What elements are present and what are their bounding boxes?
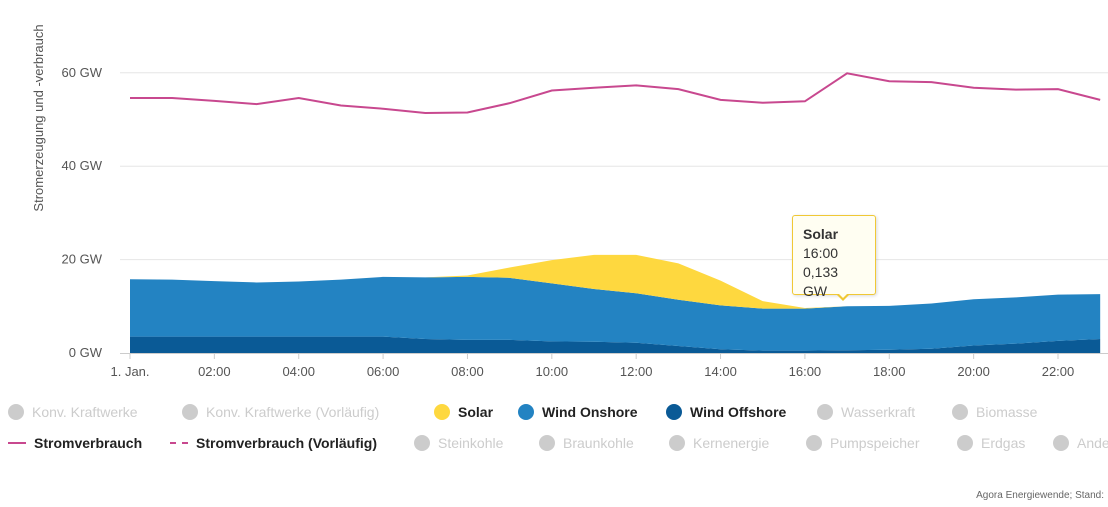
line-stromverbrauch <box>130 72 1101 114</box>
tooltip-arrow-fill <box>838 293 848 298</box>
x-tick-label: 16:00 <box>789 364 822 379</box>
x-tick-label: 18:00 <box>873 364 906 379</box>
legend-item-erdgas[interactable]: Erdgas <box>957 431 1025 455</box>
legend-dot-icon <box>182 404 198 420</box>
y-tick-label: 20 GW <box>62 252 103 267</box>
legend-item-stromverbrauch-vorläufig[interactable]: Stromverbrauch (Vorläufig) <box>170 431 377 455</box>
legend-item-braunkohle[interactable]: Braunkohle <box>539 431 634 455</box>
legend-label: Wind Offshore <box>690 404 787 420</box>
y-axis-label: Stromerzeugung und -verbrauch <box>31 24 46 211</box>
tooltip-time: 16:00 <box>803 245 839 261</box>
x-tick-label: 22:00 <box>1042 364 1075 379</box>
area-wind-offshore <box>130 336 1101 353</box>
legend-label: Ande <box>1077 435 1108 451</box>
legend-row-1: Konv. Kraftwerke Konv. Kraftwerke (Vorläu… <box>0 400 1108 430</box>
legend-label: Wind Onshore <box>542 404 638 420</box>
x-axis: 1. Jan. 02:00 04:00 06:00 08:00 10:00 12:00 14:… <box>110 353 1108 379</box>
legend-dot-icon <box>669 435 685 451</box>
legend-item-kernenergie[interactable]: Kernenergie <box>669 431 769 455</box>
legend-label: Pumpspeicher <box>830 435 920 451</box>
x-tick-label: 02:00 <box>198 364 231 379</box>
legend-label: Konv. Kraftwerke (Vorläufig) <box>206 404 380 420</box>
legend-item-steinkohle[interactable]: Steinkohle <box>414 431 503 455</box>
legend-item-ande[interactable]: Ande <box>1053 431 1108 455</box>
credits: Agora Energiewende; Stand: <box>976 490 1104 501</box>
x-tick-label: 10:00 <box>536 364 569 379</box>
legend-dot-icon <box>539 435 555 451</box>
line-icon <box>8 442 26 444</box>
x-tick-label: 06:00 <box>367 364 400 379</box>
legend-label: Braunkohle <box>563 435 634 451</box>
legend-label: Stromverbrauch <box>34 435 143 451</box>
legend-row-2: Stromverbrauch Stromverbrauch (Vorläufig)… <box>0 431 1108 461</box>
legend-label: Konv. Kraftwerke <box>32 404 138 420</box>
legend-dot-icon <box>518 404 534 420</box>
area-solar <box>130 254 1101 309</box>
area-wind-onshore <box>130 276 1101 351</box>
x-tick-label: 04:00 <box>282 364 315 379</box>
x-tick-label: 12:00 <box>620 364 653 379</box>
legend-item-wind-onshore[interactable]: Wind Onshore <box>518 400 638 424</box>
area-series <box>130 254 1101 353</box>
legend-dot-icon <box>8 404 24 420</box>
legend-dot-icon <box>806 435 822 451</box>
line-series <box>130 72 1101 114</box>
legend-label: Stromverbrauch (Vorläufig) <box>196 435 377 451</box>
legend-dot-icon <box>1053 435 1069 451</box>
grid-lines <box>120 72 1108 261</box>
legend-dot-icon <box>666 404 682 420</box>
x-tick-label: 14:00 <box>704 364 737 379</box>
energy-chart: 1. Jan. 02:00 04:00 06:00 08:00 10:00 12:00 14:… <box>31 24 1108 379</box>
tooltip-series: Solar <box>803 226 839 242</box>
legend-dot-icon <box>434 404 450 420</box>
legend-dot-icon <box>957 435 973 451</box>
legend-item-wasserkraft[interactable]: Wasserkraft <box>817 400 915 424</box>
tooltip: Solar 16:00 0,133 GW <box>792 215 876 299</box>
legend-item-solar[interactable]: Solar <box>434 400 493 424</box>
legend-dot-icon <box>414 435 430 451</box>
legend-label: Erdgas <box>981 435 1026 451</box>
legend-item-konv-kraftwerke[interactable]: Konv. Kraftwerke <box>8 400 138 424</box>
legend-label: Steinkohle <box>438 435 504 451</box>
tooltip-value: 0,133 GW <box>803 264 839 299</box>
legend-item-konv-kraftwerke-vorläufig[interactable]: Konv. Kraftwerke (Vorläufig) <box>182 400 379 424</box>
y-tick-label: 40 GW <box>62 158 103 173</box>
legend-item-stromverbrauch[interactable]: Stromverbrauch <box>8 431 142 455</box>
legend-label: Solar <box>458 404 494 420</box>
legend-item-wind-offshore[interactable]: Wind Offshore <box>666 400 786 424</box>
legend-label: Wasserkraft <box>841 404 916 420</box>
legend-label: Biomasse <box>976 404 1038 420</box>
legend-label: Kernenergie <box>693 435 770 451</box>
x-tick-label: 20:00 <box>957 364 990 379</box>
dashed-line-icon <box>170 442 188 444</box>
legend-dot-icon <box>817 404 833 420</box>
legend-item-biomasse[interactable]: Biomasse <box>952 400 1037 424</box>
y-tick-label: 0 GW <box>69 345 103 360</box>
x-tick-label: 08:00 <box>451 364 484 379</box>
legend-dot-icon <box>952 404 968 420</box>
y-tick-label: 60 GW <box>62 65 103 80</box>
legend-item-pumpspeicher[interactable]: Pumpspeicher <box>806 431 920 455</box>
x-tick-label: 1. Jan. <box>110 364 149 379</box>
y-axis: 0 GW 20 GW 40 GW 60 GW <box>62 65 103 360</box>
